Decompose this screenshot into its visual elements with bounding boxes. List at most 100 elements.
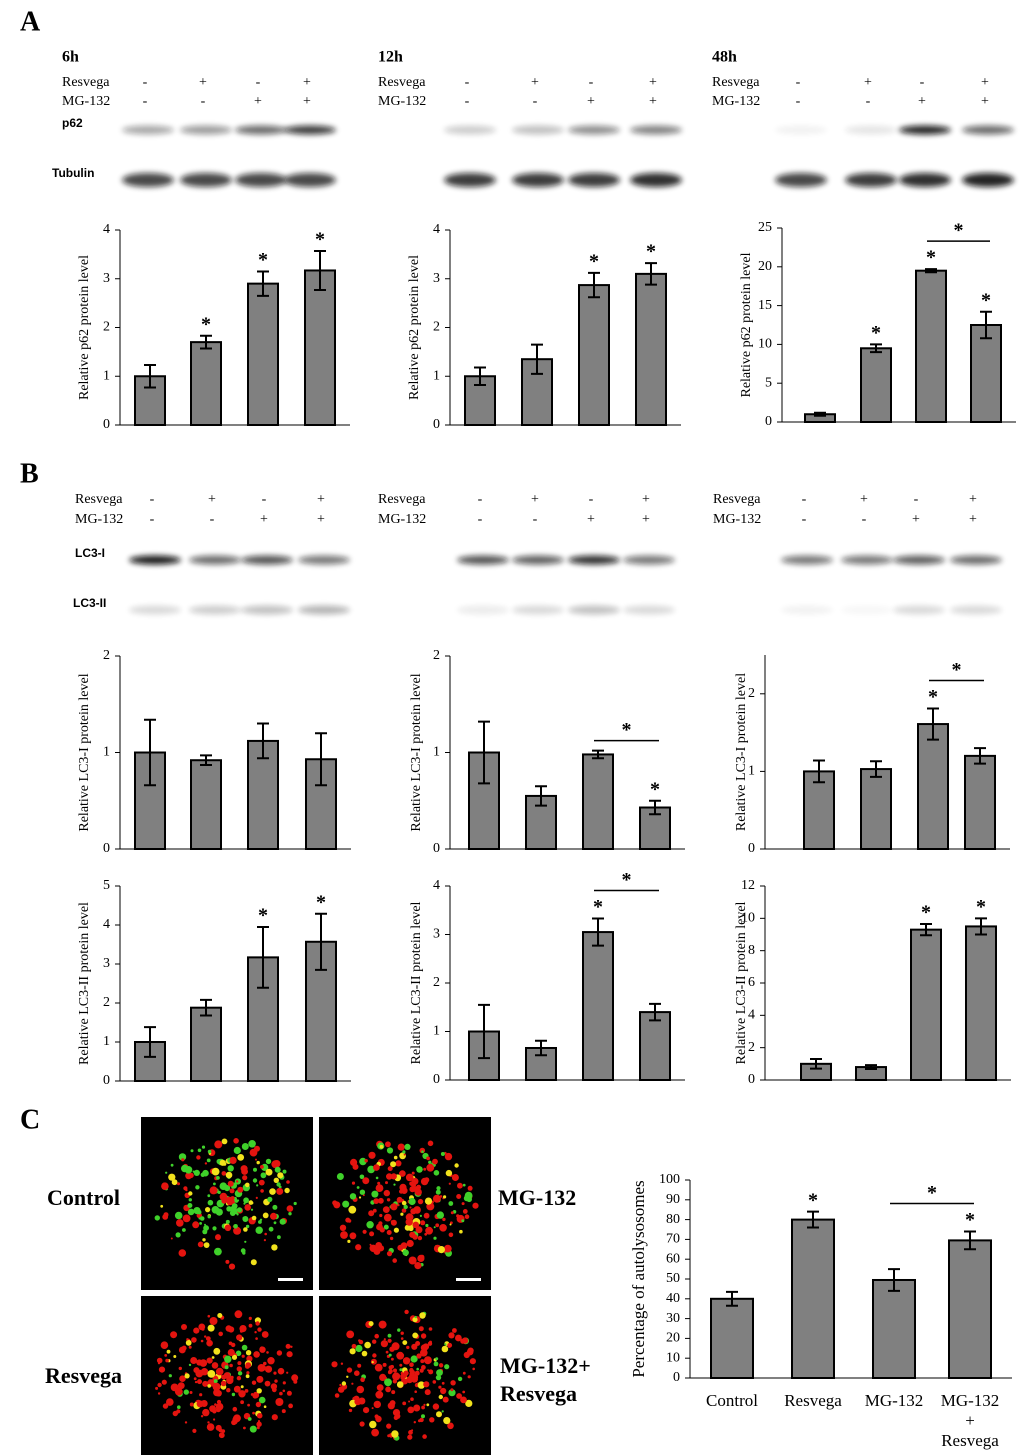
puncta (207, 1370, 216, 1378)
error-bar (927, 707, 939, 741)
puncta (251, 1215, 257, 1221)
puncta (250, 1208, 254, 1211)
puncta (369, 1420, 377, 1429)
puncta (177, 1182, 180, 1186)
bar (639, 1011, 671, 1081)
puncta (286, 1180, 290, 1184)
puncta (368, 1321, 374, 1327)
puncta (240, 1248, 246, 1254)
puncta (390, 1203, 398, 1211)
puncta (181, 1345, 187, 1351)
puncta (442, 1217, 446, 1222)
puncta (252, 1178, 258, 1183)
puncta (215, 1367, 224, 1376)
puncta (286, 1371, 289, 1374)
puncta (179, 1375, 186, 1382)
puncta (425, 1226, 433, 1235)
treatment-sign: + (649, 75, 657, 90)
puncta (243, 1227, 248, 1232)
puncta (190, 1149, 194, 1153)
puncta (261, 1331, 269, 1338)
bar (872, 1278, 916, 1379)
error-bar (814, 411, 826, 417)
puncta (441, 1345, 449, 1353)
puncta (211, 1167, 220, 1176)
puncta (236, 1207, 243, 1213)
puncta (270, 1383, 278, 1390)
puncta (262, 1212, 269, 1219)
puncta (185, 1339, 192, 1346)
puncta (178, 1366, 182, 1371)
puncta (192, 1170, 195, 1173)
treatment-sign: + (531, 492, 539, 507)
y-tick-label: 4 (433, 222, 440, 237)
y-tick-label: 0 (433, 1072, 440, 1087)
puncta (207, 1149, 212, 1154)
error-bar (200, 754, 212, 767)
image-label: MG-132 (498, 1185, 576, 1210)
puncta (450, 1380, 456, 1386)
puncta (231, 1419, 238, 1425)
y-tick-label: 4 (103, 222, 110, 237)
puncta (443, 1195, 447, 1199)
puncta (291, 1374, 299, 1382)
puncta (457, 1182, 463, 1189)
puncta (226, 1388, 231, 1393)
puncta (198, 1217, 201, 1220)
puncta (432, 1194, 441, 1203)
puncta (213, 1347, 221, 1355)
puncta (408, 1197, 416, 1206)
puncta (157, 1382, 162, 1388)
puncta (181, 1324, 187, 1330)
puncta (260, 1165, 264, 1169)
treatment-label: MG-132 (62, 94, 110, 109)
puncta (349, 1232, 357, 1240)
error-bar (535, 1039, 547, 1057)
puncta (404, 1373, 407, 1376)
puncta (255, 1226, 263, 1234)
puncta (435, 1223, 440, 1228)
treatment-sign: + (208, 492, 216, 507)
puncta (266, 1351, 269, 1354)
puncta (420, 1359, 425, 1364)
puncta (379, 1373, 387, 1381)
puncta (215, 1208, 223, 1216)
puncta (408, 1225, 414, 1232)
puncta (382, 1362, 387, 1367)
puncta (351, 1343, 357, 1349)
puncta (228, 1341, 233, 1346)
puncta (355, 1344, 363, 1353)
y-tick-label: 30 (666, 1311, 680, 1326)
puncta (249, 1148, 258, 1157)
y-axis-label: Relative p62 protein level (739, 252, 754, 397)
error-bar (474, 366, 486, 387)
puncta (215, 1402, 224, 1411)
puncta (170, 1163, 174, 1167)
y-tick-label: 0 (433, 417, 440, 432)
image-label: Resvega (45, 1363, 122, 1388)
puncta (241, 1143, 249, 1150)
puncta (260, 1172, 266, 1178)
puncta (229, 1156, 237, 1164)
puncta (440, 1152, 445, 1156)
puncta (349, 1193, 357, 1200)
band-label: LC3-II (73, 596, 106, 610)
puncta (400, 1331, 404, 1335)
puncta (374, 1363, 383, 1372)
puncta (443, 1244, 452, 1253)
y-tick-label: 70 (666, 1232, 680, 1247)
puncta (196, 1359, 203, 1366)
puncta (277, 1172, 284, 1179)
puncta (199, 1222, 203, 1225)
puncta (197, 1241, 204, 1248)
puncta (423, 1212, 430, 1219)
puncta (354, 1398, 362, 1406)
puncta (212, 1409, 217, 1414)
puncta (281, 1409, 286, 1414)
significance-marker: * (808, 1189, 818, 1211)
puncta (448, 1332, 455, 1339)
puncta (376, 1384, 384, 1391)
panel-label: C (20, 1104, 40, 1135)
y-tick-label: 1 (433, 745, 440, 760)
puncta (411, 1429, 414, 1432)
